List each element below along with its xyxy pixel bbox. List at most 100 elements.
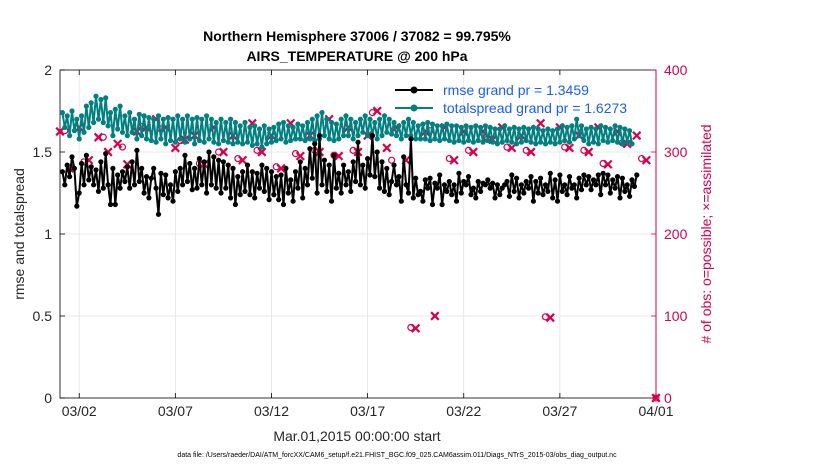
totalspread-marker xyxy=(365,133,371,139)
totalspread-marker xyxy=(285,123,291,129)
totalspread-marker xyxy=(81,129,87,135)
rmse-marker xyxy=(530,198,537,204)
rmse-marker xyxy=(69,154,75,160)
totalspread-marker xyxy=(559,123,565,129)
rmse-marker xyxy=(468,192,474,198)
rmse-marker xyxy=(273,174,279,180)
totalspread-marker xyxy=(465,137,472,144)
totalspread-marker xyxy=(220,137,226,144)
legend-spread-label: totalspread grand pr = 1.6273 xyxy=(443,100,627,116)
totalspread-marker xyxy=(71,128,77,134)
rmse-marker xyxy=(547,170,553,176)
totalspread-marker xyxy=(141,113,147,119)
rmse-marker xyxy=(316,133,323,139)
rmse-marker xyxy=(177,165,183,171)
rmse-marker xyxy=(353,178,359,185)
rmse-marker xyxy=(324,188,330,194)
rmse-marker xyxy=(95,188,102,194)
obs-possible-marker xyxy=(253,146,261,154)
totalspread-marker xyxy=(629,141,635,147)
rmse-marker xyxy=(540,192,546,198)
rmse-marker xyxy=(225,162,231,168)
rmse-marker xyxy=(360,162,366,168)
rmse-marker xyxy=(600,170,606,176)
obs-assimilated-stroke xyxy=(536,118,546,128)
rmse-marker xyxy=(605,172,611,178)
rmse-marker xyxy=(341,162,347,168)
totalspread-marker xyxy=(136,111,142,117)
totalspread-marker xyxy=(74,116,80,122)
totalspread-marker xyxy=(204,113,210,119)
totalspread-marker xyxy=(562,137,568,144)
rmse-marker xyxy=(160,192,166,198)
rmse-marker xyxy=(463,182,469,188)
rmse-marker xyxy=(83,152,89,158)
rmse-marker xyxy=(441,182,448,188)
totalspread-marker xyxy=(405,116,412,122)
rmse-marker xyxy=(576,175,582,181)
rmse-marker xyxy=(67,174,73,180)
rmse-marker xyxy=(408,136,414,142)
rmse-marker xyxy=(607,190,613,196)
rmse-marker xyxy=(220,159,226,165)
obs-possible-marker xyxy=(291,150,300,158)
totalspread-marker xyxy=(602,124,609,130)
rmse-marker xyxy=(581,172,587,178)
y-left-tick-label: 2 xyxy=(44,62,52,78)
rmse-marker xyxy=(148,175,154,181)
rmse-marker xyxy=(309,175,315,181)
rmse-marker xyxy=(117,185,123,191)
rmse-marker xyxy=(64,162,70,168)
totalspread-marker xyxy=(175,113,181,119)
rmse-marker xyxy=(278,172,284,178)
totalspread-marker xyxy=(504,137,510,144)
rmse-marker xyxy=(187,160,193,167)
rmse-marker xyxy=(292,169,299,175)
totalspread-marker xyxy=(155,113,162,119)
totalspread-marker xyxy=(545,126,551,132)
rmse-marker xyxy=(71,165,77,171)
rmse-marker xyxy=(511,188,517,194)
y-left-tick-label: 0 xyxy=(44,390,52,406)
rmse-marker xyxy=(389,178,395,185)
totalspread-marker xyxy=(377,116,383,122)
x-tick-label: 03/07 xyxy=(158,403,193,419)
rmse-marker xyxy=(542,182,549,188)
totalspread-marker xyxy=(614,139,621,145)
y-right-tick-label: 0 xyxy=(664,390,672,406)
totalspread-marker xyxy=(194,115,200,121)
rmse-marker xyxy=(494,182,500,188)
rmse-marker xyxy=(598,192,604,198)
y-axis-right: 0 100 200 300 400 xyxy=(651,62,688,406)
rmse-marker xyxy=(492,195,498,201)
totalspread-marker xyxy=(403,133,409,139)
rmse-marker xyxy=(204,190,210,196)
totalspread-marker xyxy=(627,128,633,134)
obs-assimilated-stroke xyxy=(545,313,555,323)
totalspread-marker xyxy=(146,115,152,121)
totalspread-marker xyxy=(304,119,311,126)
rmse-marker xyxy=(307,146,313,152)
rmse-marker xyxy=(180,182,186,188)
totalspread-marker xyxy=(446,137,452,144)
rmse-marker xyxy=(629,177,635,183)
totalspread-marker xyxy=(218,116,224,122)
totalspread-marker xyxy=(379,133,385,139)
totalspread-marker xyxy=(588,124,594,130)
rmse-marker xyxy=(141,190,147,196)
rmse-marker xyxy=(119,169,126,175)
totalspread-marker xyxy=(357,116,363,122)
totalspread-marker xyxy=(417,136,424,142)
totalspread-marker xyxy=(139,133,145,139)
totalspread-marker xyxy=(413,136,419,142)
rmse-marker xyxy=(526,185,532,191)
x-tick-label: 03/17 xyxy=(350,403,385,419)
y-left-tick-label: 1.5 xyxy=(33,144,53,160)
rmse-marker xyxy=(163,172,169,178)
totalspread-marker xyxy=(494,141,500,147)
totalspread-marker xyxy=(343,113,349,119)
rmse-marker xyxy=(158,170,164,176)
rmse-marker xyxy=(266,197,272,203)
rmse-marker xyxy=(417,188,424,194)
totalspread-marker xyxy=(480,139,486,145)
